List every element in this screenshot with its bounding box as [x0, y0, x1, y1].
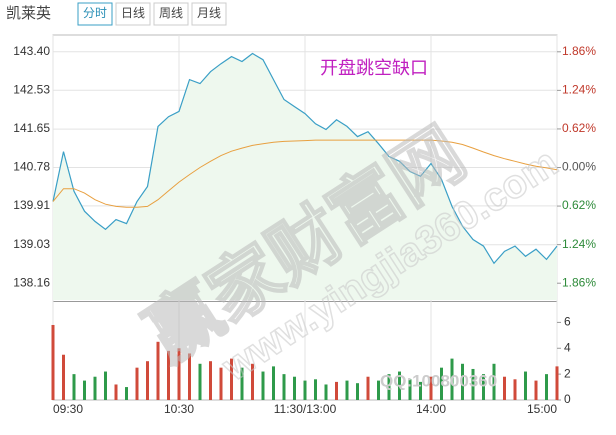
y2-tick-label: 1.24% [562, 83, 596, 97]
volume-tick-label: 0 [564, 392, 571, 406]
tab[interactable] [191, 2, 227, 26]
y-tick-label: 139.03 [13, 237, 50, 251]
x-tick-label: 09:30 [53, 402, 83, 416]
contact: QQ:100800360 [380, 371, 497, 390]
y2-tick-label: 1.24% [562, 237, 596, 251]
tab-label[interactable]: 周线 [159, 6, 183, 20]
volume-bar [398, 371, 401, 400]
tabs: 分时 日线 周线 月线 [77, 2, 227, 26]
x-tick-label: 11:30/13:00 [274, 402, 337, 416]
y-tick-label: 143.40 [13, 44, 50, 58]
volume-bar [387, 374, 391, 400]
volume-bar [377, 380, 380, 400]
volume-bar [503, 376, 506, 400]
tab-label[interactable]: 月线 [197, 6, 221, 20]
volume-bar [198, 363, 202, 400]
y2-tick-label: 0.62% [562, 198, 596, 212]
volume-bar [492, 363, 496, 400]
volume-bar [471, 368, 475, 400]
volume-bar [555, 366, 559, 400]
volume-bar [513, 379, 517, 400]
annotation: 开盘跳空缺口 [320, 58, 428, 78]
volume-bar [251, 363, 254, 400]
volume-bar [440, 367, 443, 400]
tab[interactable] [153, 2, 189, 26]
volume-bar [125, 387, 128, 400]
y-tick-label: 139.91 [13, 198, 50, 212]
y2-tick-label: 1.86% [562, 44, 596, 58]
volume-bar [114, 384, 118, 400]
volume-bar [524, 371, 527, 400]
volume-bar [146, 361, 149, 400]
volume-bar [209, 361, 212, 400]
x-tick-label: 14:00 [416, 402, 446, 416]
y2-tick-label: 0.00% [562, 160, 596, 174]
price-line [52, 52, 558, 265]
volume-bar [240, 367, 244, 400]
volume-bar [282, 374, 286, 400]
y-tick-label: 141.65 [13, 121, 50, 135]
volume-bar [83, 380, 86, 400]
x-tick-label: 10:30 [164, 402, 194, 416]
volume-bar [450, 358, 454, 400]
x-tick-label: 15:00 [527, 402, 557, 416]
tab[interactable] [77, 2, 113, 26]
volume-bar [219, 367, 223, 400]
volume-bar [356, 383, 359, 400]
volume-bar [156, 341, 160, 400]
y-tick-label: 140.78 [13, 160, 50, 174]
volume-bar [335, 381, 338, 400]
volume-bar [303, 380, 307, 400]
volume-tick-label: 6 [564, 315, 571, 329]
volume-tick-label: 4 [564, 340, 571, 354]
volume-bar [429, 376, 433, 400]
price-area [53, 53, 557, 300]
y-tick-label: 138.16 [13, 275, 50, 289]
volume-bar [230, 358, 233, 400]
volume-bar [135, 367, 139, 400]
volume-bar [366, 376, 370, 400]
volume-bar [51, 324, 55, 400]
tab-label[interactable]: 日线 [121, 6, 145, 20]
volume-bar [104, 371, 107, 400]
volume-bar [408, 379, 412, 400]
stock-name: 凯莱英 [6, 4, 51, 22]
volume-bar [345, 380, 349, 400]
tab[interactable] [115, 2, 151, 26]
volume-bar [324, 384, 328, 400]
volume-tick-label: 2 [564, 366, 571, 380]
volume-bar [261, 371, 265, 400]
volume-bar [188, 353, 191, 400]
y-tick-label: 142.53 [13, 82, 50, 96]
volume-bar [314, 379, 317, 400]
volume-bar [167, 350, 170, 400]
volume-bar [545, 374, 548, 400]
average-line [52, 139, 558, 208]
tab-label[interactable]: 分时 [83, 6, 107, 20]
volume-bar [534, 380, 538, 400]
volume-bar [93, 376, 97, 400]
volume-bar [293, 376, 296, 400]
y2-tick-label: 1.86% [562, 275, 596, 289]
volume-bar [72, 374, 76, 400]
volume-bar [419, 381, 422, 400]
volume-bar [482, 374, 485, 400]
volume-bar [461, 363, 464, 400]
y2-tick-label: 0.62% [562, 121, 596, 135]
volume-bar [177, 348, 181, 400]
volume-bar [62, 354, 65, 400]
volume-bar [272, 366, 275, 400]
